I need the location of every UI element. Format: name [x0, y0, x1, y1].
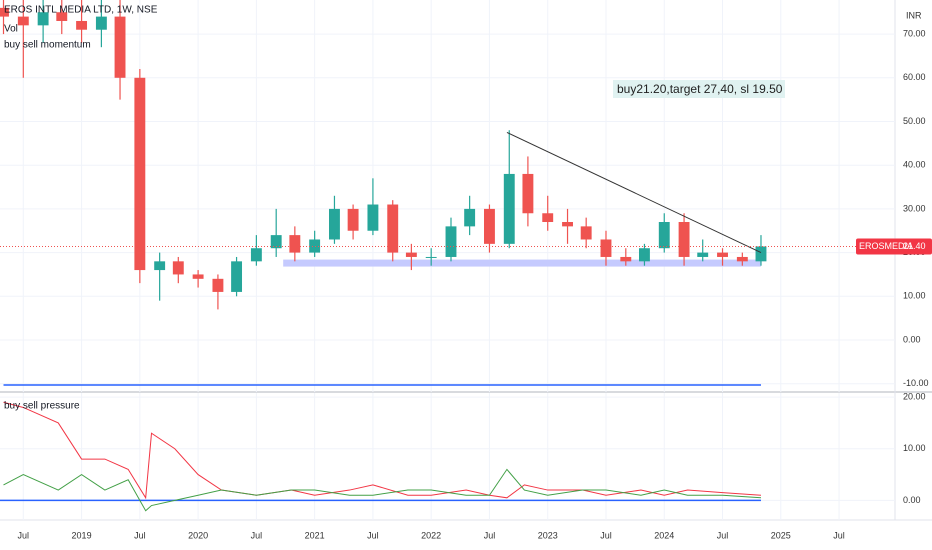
y-tick-label: -10.00: [903, 378, 929, 388]
x-tick-label: Jul: [251, 530, 263, 540]
y-tick-label: 70.00: [903, 28, 926, 38]
candle-body: [425, 256, 437, 258]
y-tick-label: 30.00: [903, 203, 926, 213]
candle-body: [445, 226, 457, 257]
indicator-label: buy sell momentum: [4, 40, 91, 51]
x-tick-label: 2025: [771, 530, 791, 540]
x-tick-label: 2019: [72, 530, 92, 540]
y-tick-label: 10.00: [903, 443, 926, 453]
candle-body: [405, 252, 417, 257]
candle-body: [522, 173, 534, 214]
price-tag-symbol: EROSMEDIA: [859, 241, 913, 251]
candle-body: [231, 261, 243, 292]
trendline: [506, 131, 762, 254]
candle-body: [620, 256, 632, 262]
pressure-pane: [0, 393, 895, 520]
candle-body: [736, 256, 748, 262]
candle-body: [562, 222, 573, 227]
indicator-label: Vol: [4, 24, 18, 35]
x-tick-label: Jul: [717, 530, 729, 540]
candle-body: [755, 246, 767, 262]
pressure-line: [3, 468, 762, 512]
candle-body: [484, 208, 495, 244]
x-tick-label: 2023: [538, 530, 558, 540]
candle-body: [56, 12, 68, 21]
candle-body: [638, 248, 650, 262]
x-tick-label: 2021: [305, 530, 325, 540]
x-tick-label: 2022: [421, 530, 441, 540]
x-tick-label: Jul: [367, 530, 379, 540]
pane-title: buy sell pressure: [4, 401, 80, 412]
pressure-line: [3, 401, 762, 500]
candle-body: [37, 12, 49, 26]
candle-body: [76, 20, 88, 30]
candle-body: [678, 222, 690, 257]
support-band: [283, 259, 761, 267]
candle-body: [172, 261, 184, 275]
y-tick-label: 10.00: [903, 291, 926, 301]
candle-body: [154, 261, 166, 271]
candle-body: [347, 208, 359, 231]
candle-body: [600, 239, 612, 257]
y-tick-label: 50.00: [903, 116, 926, 126]
x-tick-label: Jul: [134, 530, 146, 540]
price-tag: [856, 238, 932, 255]
candle-body: [192, 274, 204, 279]
candle-body: [289, 235, 301, 253]
x-tick-label: 2020: [188, 530, 208, 540]
price-pane: [0, 0, 895, 392]
axes: Jul 2019 Jul 2020 Jul 2021 Jul 2022 Jul 2023 Jul 20…: [18, 28, 932, 540]
x-tick-label: Jul: [600, 530, 612, 540]
candle-body: [17, 16, 29, 26]
candle-body: [717, 252, 728, 257]
candle-body: [95, 16, 107, 30]
y-tick-label: 60.00: [903, 72, 926, 82]
y-tick-label: 40.00: [903, 160, 926, 170]
chart-title: EROS INTL MEDIA LTD, 1W, NSE: [4, 5, 158, 16]
x-tick-label: Jul: [484, 530, 496, 540]
candle-body: [212, 278, 224, 292]
candle-body: [503, 173, 515, 244]
x-tick-label: Jul: [18, 530, 30, 540]
candle-body: [658, 222, 670, 249]
y-tick-label: 20.00: [903, 392, 926, 402]
candle-body: [464, 208, 476, 227]
candle-body: [114, 16, 126, 78]
candle-body: [367, 204, 379, 231]
currency: INR: [906, 10, 922, 20]
candle-body: [329, 208, 340, 240]
candle-body: [250, 248, 262, 262]
candle-body: [697, 252, 709, 257]
y-tick-label: 0.00: [903, 495, 921, 505]
annotation: buy21.20,target 27,40, sl 19.50: [613, 80, 785, 98]
candle-body: [0, 7, 9, 17]
candle-body: [580, 226, 592, 240]
x-tick-label: 2024: [654, 530, 674, 540]
candle-body: [134, 77, 146, 271]
candle-body: [309, 239, 321, 253]
candle-body: [387, 204, 399, 253]
x-tick-label: Jul: [833, 530, 845, 540]
y-tick-label: 0.00: [903, 334, 921, 344]
candle-body: [542, 213, 554, 223]
candle-body: [270, 235, 282, 249]
price-tag-value: 21.40: [903, 241, 926, 251]
